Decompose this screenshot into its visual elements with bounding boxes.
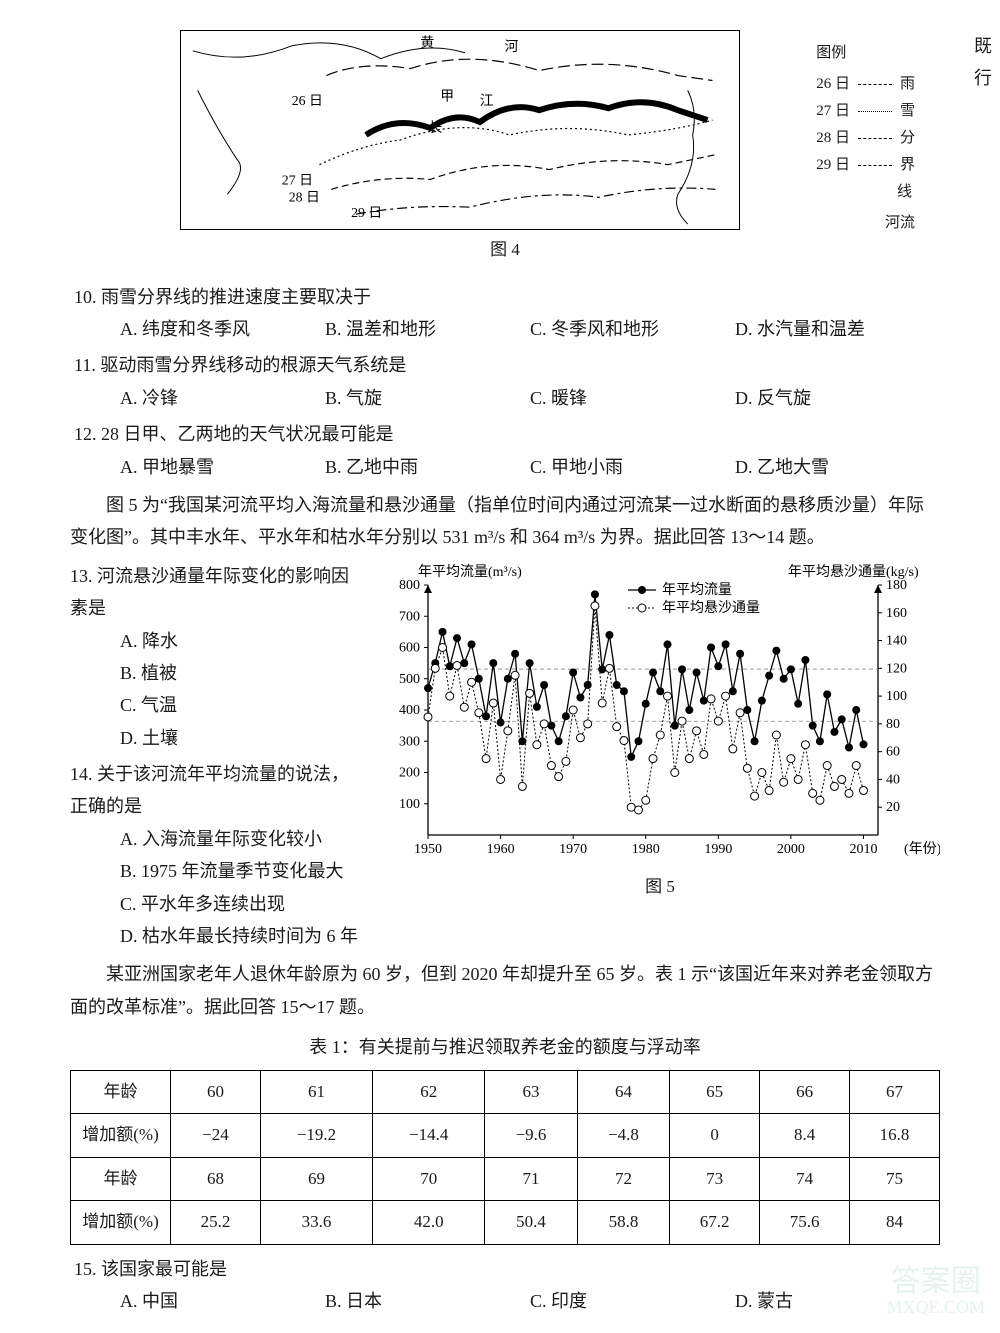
question-10: 10. 雨雪分界线的推进速度主要取决于 A. 纬度和冬季风 B. 温差和地形 C… bbox=[70, 281, 940, 346]
svg-text:年平均悬沙通量(kg/s): 年平均悬沙通量(kg/s) bbox=[788, 564, 919, 580]
q11-a: A. 冷锋 bbox=[120, 382, 325, 414]
svg-text:(年份): (年份) bbox=[904, 841, 940, 857]
q13-d: D. 土壤 bbox=[70, 722, 365, 754]
q13-stem: 13. 河流悬沙通量年际变化的影响因素是 bbox=[70, 560, 365, 625]
svg-text:1950: 1950 bbox=[414, 842, 442, 857]
q12-d: D. 乙地大雪 bbox=[735, 451, 940, 483]
q15-b: B. 日本 bbox=[325, 1285, 530, 1317]
figure-4-caption: 图 4 bbox=[180, 235, 830, 266]
q13-14-section: 13. 河流悬沙通量年际变化的影响因素是 A. 降水 B. 植被 C. 气温 D… bbox=[70, 560, 940, 953]
q10-b: B. 温差和地形 bbox=[325, 313, 530, 345]
paragraph-3: 某亚洲国家老年人退休年龄原为 60 岁，但到 2020 年却提升至 65 岁。表… bbox=[70, 958, 940, 1023]
q14-a: A. 入海流量年际变化较小 bbox=[70, 823, 365, 855]
figure-4-legend: 图例 26 日 雨 27 日 雪 28 日 分 29 日 界 线 河流 bbox=[816, 40, 915, 237]
question-12: 12. 28 日甲、乙两地的天气状况最可能是 A. 甲地暴雪 B. 乙地中雨 C… bbox=[70, 418, 940, 483]
svg-text:300: 300 bbox=[399, 734, 420, 749]
q12-b: B. 乙地中雨 bbox=[325, 451, 530, 483]
map-label-huanghe2: 河 bbox=[505, 39, 519, 54]
figure-5-chart: 100 200 300 400 500 600 700 800 20 40 60 80 100 120 14… bbox=[380, 560, 940, 870]
map-label-d28: 28 日 bbox=[289, 189, 320, 204]
q11-c: C. 暖锋 bbox=[530, 382, 735, 414]
map-label-jia: 甲 bbox=[440, 88, 454, 103]
map-label-changjiang1: 长 bbox=[428, 120, 442, 135]
edge-text: 既 行 bbox=[974, 30, 992, 95]
q10-stem: 10. 雨雪分界线的推进速度主要取决于 bbox=[70, 281, 940, 313]
svg-text:60: 60 bbox=[886, 744, 900, 759]
svg-text:年平均流量: 年平均流量 bbox=[662, 582, 732, 598]
svg-text:100: 100 bbox=[399, 796, 420, 811]
q15-a: A. 中国 bbox=[120, 1285, 325, 1317]
q13-c: C. 气温 bbox=[70, 689, 365, 721]
svg-text:180: 180 bbox=[886, 578, 907, 593]
svg-text:1990: 1990 bbox=[704, 842, 732, 857]
edge-l2: 行 bbox=[974, 62, 992, 94]
svg-text:年平均悬沙通量: 年平均悬沙通量 bbox=[662, 600, 760, 616]
watermark: 答案圈 MXQE.COM bbox=[886, 1265, 985, 1318]
svg-text:80: 80 bbox=[886, 717, 900, 732]
map-label-huanghe1: 黄 bbox=[420, 35, 434, 50]
q13-a: A. 降水 bbox=[70, 625, 365, 657]
svg-text:1980: 1980 bbox=[632, 842, 660, 857]
table-row: 年龄 6061 6263 6465 6667 bbox=[71, 1070, 940, 1114]
svg-text:40: 40 bbox=[886, 772, 900, 787]
svg-text:160: 160 bbox=[886, 605, 907, 620]
svg-text:500: 500 bbox=[399, 671, 420, 686]
svg-text:400: 400 bbox=[399, 703, 420, 718]
figure-4-section: 黄 河 长 江 甲 26 日 27 日 28 日 29 日 图例 26 日 雨 … bbox=[180, 30, 830, 266]
q15-stem: 15. 该国家最可能是 bbox=[70, 1253, 940, 1285]
map-label-d26: 26 日 bbox=[292, 93, 323, 108]
table-row: 增加额(%) −24−19.2 −14.4−9.6 −4.80 8.416.8 bbox=[71, 1114, 940, 1158]
q12-a: A. 甲地暴雪 bbox=[120, 451, 325, 483]
svg-text:年平均流量(m³/s): 年平均流量(m³/s) bbox=[418, 564, 522, 580]
svg-text:200: 200 bbox=[399, 765, 420, 780]
q14-b: B. 1975 年流量季节变化最大 bbox=[70, 855, 365, 887]
q13-b: B. 植被 bbox=[70, 657, 365, 689]
table-row: 年龄 6869 7071 7273 7475 bbox=[71, 1157, 940, 1201]
svg-text:600: 600 bbox=[399, 640, 420, 655]
svg-text:120: 120 bbox=[886, 661, 907, 676]
question-11: 11. 驱动雨雪分界线移动的根源天气系统是 A. 冷锋 B. 气旋 C. 暖锋 … bbox=[70, 349, 940, 414]
figure-4-map: 黄 河 长 江 甲 26 日 27 日 28 日 29 日 bbox=[180, 30, 740, 230]
map-label-d27: 27 日 bbox=[282, 172, 313, 187]
svg-text:1970: 1970 bbox=[559, 842, 587, 857]
svg-text:2000: 2000 bbox=[777, 842, 805, 857]
q12-stem: 12. 28 日甲、乙两地的天气状况最可能是 bbox=[70, 418, 940, 450]
table-1: 年龄 6061 6263 6465 6667 增加额(%) −24−19.2 −… bbox=[70, 1070, 940, 1245]
paragraph-2: 图 5 为“我国某河流平均入海流量和悬沙通量（指单位时间内通过河流某一过水断面的… bbox=[70, 489, 940, 554]
svg-text:20: 20 bbox=[886, 800, 900, 815]
svg-text:2010: 2010 bbox=[849, 842, 877, 857]
q11-stem: 11. 驱动雨雪分界线移动的根源天气系统是 bbox=[70, 349, 940, 381]
edge-l1: 既 bbox=[974, 30, 992, 62]
q10-d: D. 水汽量和温差 bbox=[735, 313, 940, 345]
svg-text:1960: 1960 bbox=[487, 842, 515, 857]
table-row: 增加额(%) 25.233.6 42.050.4 58.867.2 75.684 bbox=[71, 1201, 940, 1245]
q12-c: C. 甲地小雨 bbox=[530, 451, 735, 483]
q11-d: D. 反气旋 bbox=[735, 382, 940, 414]
q15-c: C. 印度 bbox=[530, 1285, 735, 1317]
q14-d: D. 枯水年最长持续时间为 6 年 bbox=[70, 920, 365, 952]
q10-c: C. 冬季风和地形 bbox=[530, 313, 735, 345]
legend-header: 图例 bbox=[816, 40, 915, 67]
q11-b: B. 气旋 bbox=[325, 382, 530, 414]
svg-text:100: 100 bbox=[886, 689, 907, 704]
q10-a: A. 纬度和冬季风 bbox=[120, 313, 325, 345]
svg-text:140: 140 bbox=[886, 633, 907, 648]
svg-text:800: 800 bbox=[399, 578, 420, 593]
q14-stem: 14. 关于该河流年平均流量的说法，正确的是 bbox=[70, 758, 365, 823]
question-15: 15. 该国家最可能是 A. 中国 B. 日本 C. 印度 D. 蒙古 bbox=[70, 1253, 940, 1318]
map-label-changjiang2: 江 bbox=[480, 93, 494, 108]
svg-text:700: 700 bbox=[399, 609, 420, 624]
table-1-title: 表 1：有关提前与推迟领取养老金的额度与浮动率 bbox=[70, 1031, 940, 1063]
figure-5-caption: 图 5 bbox=[380, 872, 940, 903]
map-label-d29: 29 日 bbox=[351, 205, 382, 220]
q14-c: C. 平水年多连续出现 bbox=[70, 888, 365, 920]
